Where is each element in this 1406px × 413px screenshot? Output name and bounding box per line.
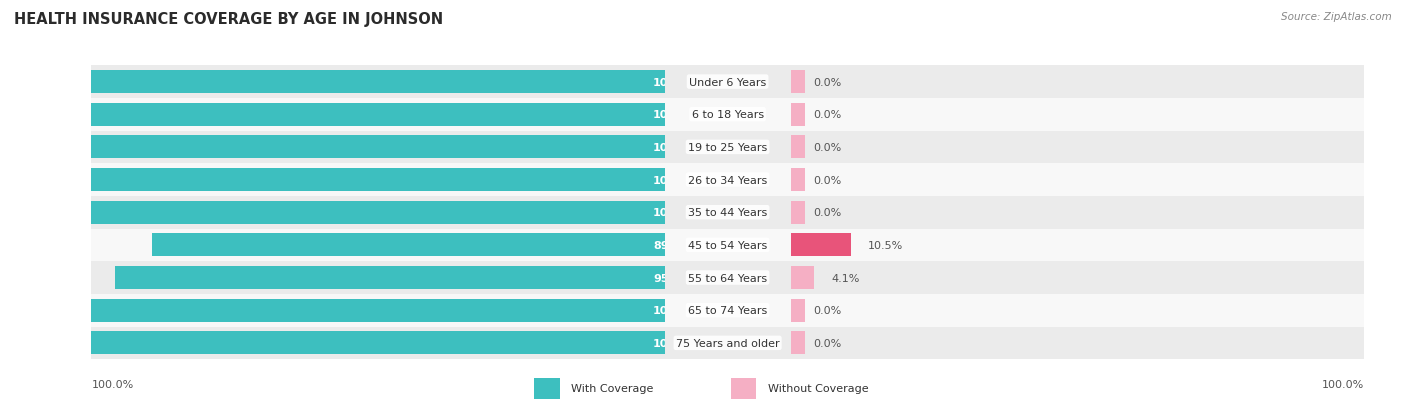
Bar: [790, 266, 814, 289]
Text: Without Coverage: Without Coverage: [768, 383, 869, 393]
Bar: [790, 66, 1364, 99]
Bar: [91, 201, 665, 224]
Bar: [790, 99, 1364, 131]
Bar: [790, 229, 1364, 261]
Bar: [665, 261, 790, 294]
Text: 95.9%: 95.9%: [654, 273, 692, 283]
Text: 0.0%: 0.0%: [814, 142, 842, 152]
Text: 100.0%: 100.0%: [654, 208, 699, 218]
Text: 89.5%: 89.5%: [654, 240, 692, 250]
Bar: [665, 131, 790, 164]
Text: 26 to 34 Years: 26 to 34 Years: [688, 175, 768, 185]
Bar: [665, 327, 790, 359]
Bar: [91, 136, 665, 159]
Text: 0.0%: 0.0%: [814, 338, 842, 348]
Bar: [665, 229, 790, 261]
Bar: [790, 201, 806, 224]
Text: 100.0%: 100.0%: [654, 338, 699, 348]
Bar: [790, 131, 1364, 164]
Text: 100.0%: 100.0%: [654, 306, 699, 316]
Text: 100.0%: 100.0%: [91, 379, 134, 389]
Text: 75 Years and older: 75 Years and older: [676, 338, 779, 348]
Bar: [790, 261, 1364, 294]
Bar: [665, 66, 790, 99]
Text: 6 to 18 Years: 6 to 18 Years: [692, 110, 763, 120]
Bar: [91, 99, 665, 131]
Text: 100.0%: 100.0%: [654, 77, 699, 88]
Text: 0.0%: 0.0%: [814, 175, 842, 185]
Text: 0.0%: 0.0%: [814, 306, 842, 316]
Bar: [790, 164, 1364, 197]
Bar: [790, 71, 806, 94]
Text: 100.0%: 100.0%: [654, 142, 699, 152]
Text: 19 to 25 Years: 19 to 25 Years: [688, 142, 768, 152]
Text: 100.0%: 100.0%: [654, 110, 699, 120]
Text: 65 to 74 Years: 65 to 74 Years: [688, 306, 768, 316]
Bar: [91, 104, 665, 126]
Text: 100.0%: 100.0%: [1322, 379, 1364, 389]
Bar: [91, 294, 665, 327]
Text: Source: ZipAtlas.com: Source: ZipAtlas.com: [1281, 12, 1392, 22]
Text: 10.5%: 10.5%: [868, 240, 903, 250]
Text: 55 to 64 Years: 55 to 64 Years: [688, 273, 768, 283]
Bar: [790, 169, 806, 192]
Bar: [115, 266, 665, 289]
Bar: [665, 99, 790, 131]
Text: 0.0%: 0.0%: [814, 77, 842, 88]
Bar: [790, 327, 1364, 359]
Bar: [152, 234, 665, 256]
Bar: [790, 299, 806, 322]
Bar: [91, 197, 665, 229]
Bar: [91, 332, 665, 354]
Bar: [790, 234, 851, 256]
Bar: [91, 131, 665, 164]
Bar: [91, 299, 665, 322]
Bar: [790, 104, 806, 126]
Bar: [91, 229, 665, 261]
Bar: [91, 66, 665, 99]
Text: 45 to 54 Years: 45 to 54 Years: [688, 240, 768, 250]
Bar: [91, 169, 665, 192]
Bar: [91, 71, 665, 94]
Bar: [790, 332, 806, 354]
Bar: [91, 261, 665, 294]
Bar: [790, 294, 1364, 327]
Bar: [91, 164, 665, 197]
Bar: [665, 164, 790, 197]
Bar: [665, 294, 790, 327]
Bar: [790, 197, 1364, 229]
Bar: [91, 327, 665, 359]
Bar: [790, 136, 806, 159]
Text: HEALTH INSURANCE COVERAGE BY AGE IN JOHNSON: HEALTH INSURANCE COVERAGE BY AGE IN JOHN…: [14, 12, 443, 27]
Bar: [665, 197, 790, 229]
Text: 100.0%: 100.0%: [654, 175, 699, 185]
Text: Under 6 Years: Under 6 Years: [689, 77, 766, 88]
Text: 0.0%: 0.0%: [814, 110, 842, 120]
Text: 4.1%: 4.1%: [831, 273, 859, 283]
Text: 0.0%: 0.0%: [814, 208, 842, 218]
Text: 35 to 44 Years: 35 to 44 Years: [688, 208, 768, 218]
Text: With Coverage: With Coverage: [571, 383, 654, 393]
